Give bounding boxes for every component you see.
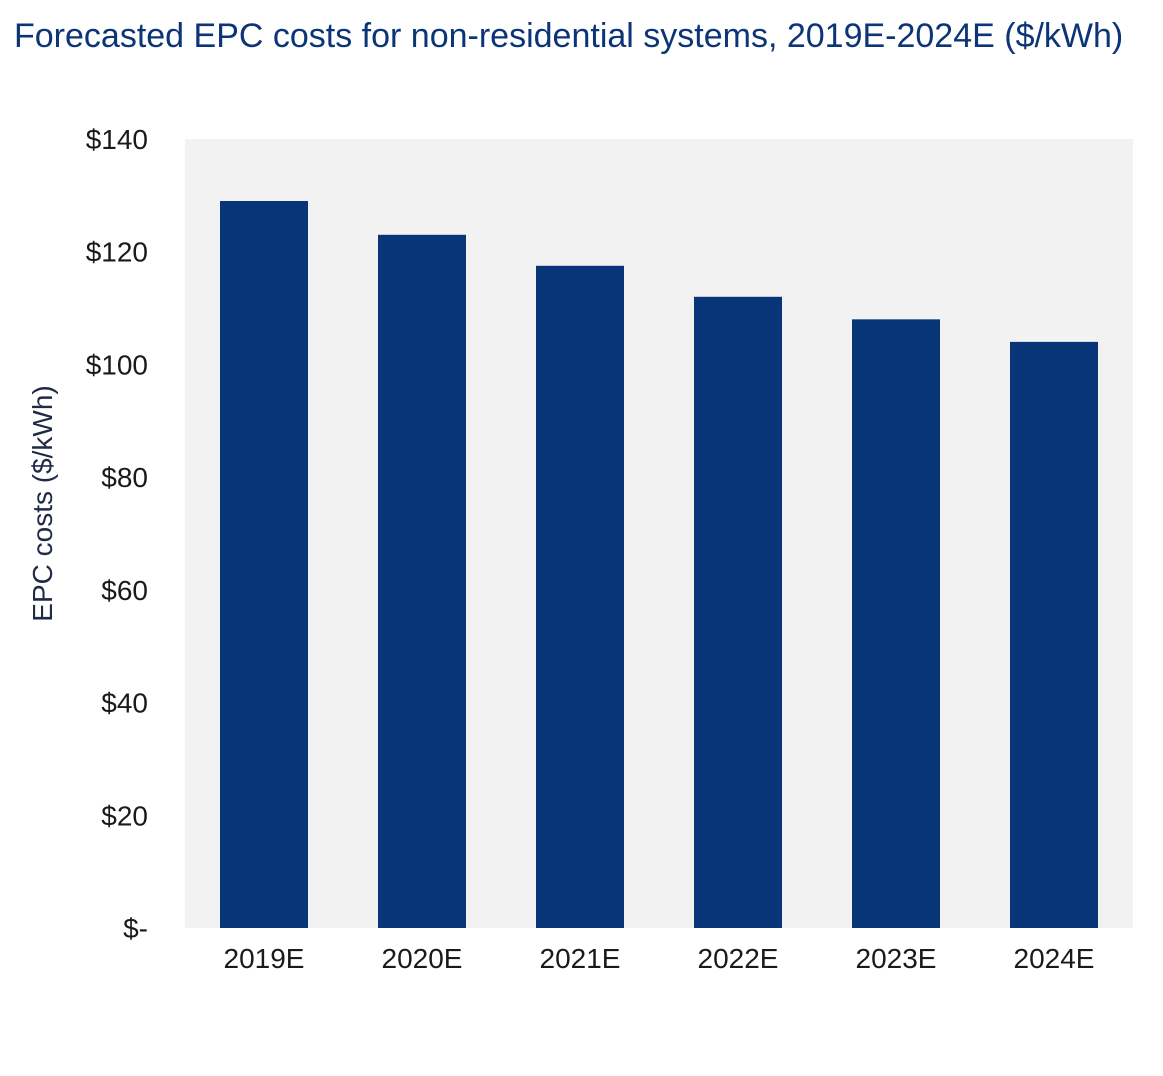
- bar-2020E: [378, 234, 466, 929]
- bar-2022E: [694, 296, 782, 928]
- plot-area: [185, 139, 1133, 928]
- x-tick-labels: 2019E 2020E 2021E 2022E 2023E 2024E: [224, 943, 1095, 974]
- x-tick-label: 2019E: [224, 943, 305, 974]
- y-axis-title: EPC costs ($/kWh): [27, 385, 58, 621]
- x-tick-label: 2024E: [1014, 943, 1095, 974]
- chart-title: Forecasted EPC costs for non-residential…: [14, 17, 1124, 55]
- bar-2023E: [852, 319, 940, 928]
- bar-2019E: [220, 200, 308, 928]
- y-tick-labels: $- $20 $40 $60 $80 $100 $120 $140: [86, 124, 148, 944]
- x-tick-label: 2022E: [698, 943, 779, 974]
- bars-group: [220, 200, 1098, 929]
- y-tick-label: $120: [86, 237, 148, 268]
- x-tick-label: 2021E: [540, 943, 621, 974]
- bar-2024E: [1010, 341, 1098, 928]
- y-tick-label: $-: [123, 913, 148, 944]
- bar-2021E: [536, 265, 624, 928]
- y-tick-label: $80: [101, 462, 148, 493]
- x-tick-label: 2020E: [382, 943, 463, 974]
- y-tick-label: $60: [101, 575, 148, 606]
- x-tick-label: 2023E: [856, 943, 937, 974]
- y-tick-label: $100: [86, 349, 148, 380]
- y-tick-label: $20: [101, 800, 148, 831]
- y-tick-label: $40: [101, 688, 148, 719]
- y-tick-label: $140: [86, 124, 148, 155]
